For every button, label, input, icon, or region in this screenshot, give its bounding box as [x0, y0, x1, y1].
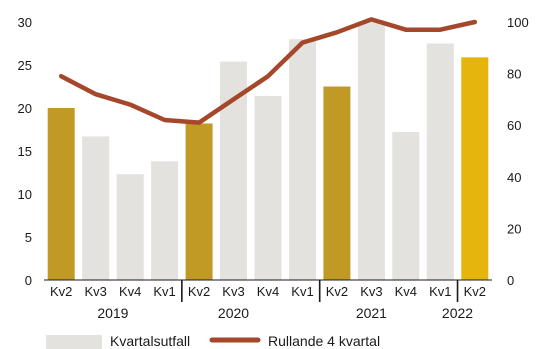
x-tick-0: Kv2 [50, 284, 72, 299]
legend-line-label: Rullande 4 kvartal [268, 333, 380, 349]
x-tick-9: Kv3 [360, 284, 382, 299]
bar-6 [254, 96, 282, 280]
x-tick-1: Kv3 [84, 284, 106, 299]
x-tick-3: Kv1 [153, 284, 175, 299]
y-left-tick-1: 5 [25, 230, 32, 245]
bar-2 [116, 174, 144, 280]
x-tick-10: Kv4 [395, 284, 417, 299]
bar-7 [289, 39, 316, 281]
bar-9 [357, 22, 385, 280]
x-tick-4: Kv2 [188, 284, 210, 299]
year-label-3: 2022 [442, 305, 473, 321]
x-tick-11: Kv1 [429, 284, 451, 299]
bar-1 [82, 136, 110, 280]
x-tick-8: Kv2 [326, 284, 348, 299]
y-left-tick-4: 20 [18, 101, 32, 116]
year-label-0: 2019 [97, 305, 128, 321]
y-left-tick-6: 30 [18, 15, 32, 30]
x-tick-2: Kv4 [119, 284, 141, 299]
x-tick-7: Kv1 [291, 284, 313, 299]
bar-12 [461, 57, 489, 280]
y-left-tick-2: 10 [18, 187, 32, 202]
y-left-tick-5: 25 [18, 58, 32, 73]
labels-group: 0 5 10 15 20 25 30 0 20 40 60 80 100 Kv2 Kv3 Kv4 Kv1 Kv2 K… [18, 15, 529, 321]
legend-bar-label: Kvartalsutfall [110, 333, 190, 349]
bar-11 [426, 43, 454, 280]
bar-0 [47, 108, 75, 280]
bar-8 [323, 86, 351, 280]
y-right-tick-1: 20 [507, 221, 521, 236]
bars-group [47, 22, 489, 281]
series-line-rullande [58, 17, 478, 125]
y-right-tick-3: 60 [507, 118, 521, 133]
y-left-tick-3: 15 [18, 144, 32, 159]
axes-group [44, 279, 492, 302]
bar-3 [151, 161, 179, 280]
legend-bar-swatch [46, 335, 102, 349]
year-label-1: 2020 [218, 305, 249, 321]
x-tick-12: Kv2 [464, 284, 486, 299]
y-right-tick-2: 40 [507, 170, 521, 185]
y-left-tick-0: 0 [25, 273, 32, 288]
year-label-2: 2021 [356, 305, 387, 321]
line-group [58, 17, 478, 125]
x-tick-6: Kv4 [257, 284, 279, 299]
bar-4 [185, 123, 213, 280]
legend: Kvartalsutfall Rullande 4 kvartal [46, 333, 380, 349]
x-tick-5: Kv3 [222, 284, 244, 299]
bar-10 [392, 132, 420, 280]
y-right-tick-4: 80 [507, 67, 521, 82]
y-right-tick-5: 100 [507, 15, 529, 30]
y-right-tick-0: 0 [507, 273, 514, 288]
